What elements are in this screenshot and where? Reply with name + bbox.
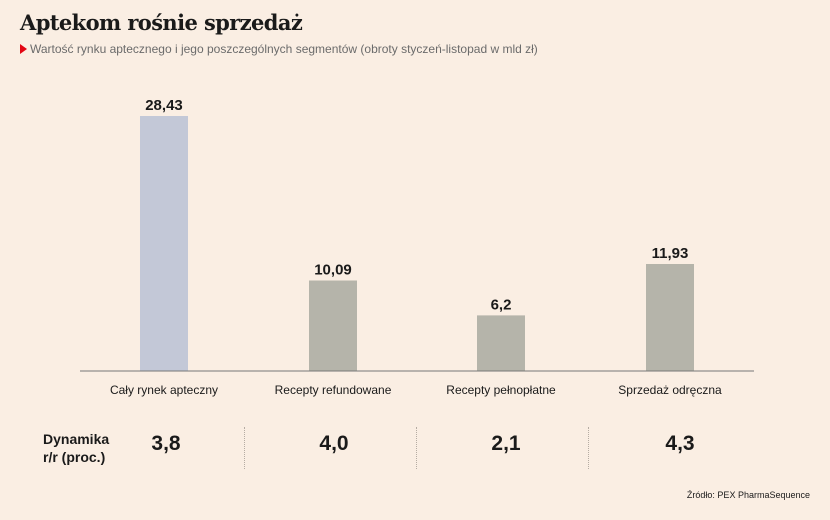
subtitle-text: Wartość rynku aptecznego i jego poszczeg… (30, 42, 538, 56)
dynamics-separator-3 (588, 427, 589, 469)
category-label-3: Recepty pełnopłatne (446, 383, 556, 397)
bar-1 (140, 116, 188, 371)
chart-subtitle: Wartość rynku aptecznego i jego poszczeg… (20, 42, 538, 56)
category-label-2: Recepty refundowane (275, 383, 392, 397)
source-note: Źródło: PEX PharmaSequence (686, 490, 810, 500)
dynamics-value-3: 2,1 (491, 432, 521, 455)
category-label-4: Sprzedaż odręczna (618, 383, 722, 397)
bar-4 (646, 263, 694, 371)
value-label-4: 11,93 (652, 245, 689, 262)
dynamics-value-4: 4,3 (665, 432, 695, 455)
value-label-3: 6,2 (491, 296, 512, 313)
dynamics-label: Dynamika r/r (proc.) (43, 431, 110, 465)
bar-chart: 28,43 Cały rynek apteczny 10,09 Recepty ref… (80, 97, 754, 397)
value-label-1: 28,43 (145, 97, 183, 114)
dynamics-separator-1 (244, 427, 245, 469)
bar-3 (477, 315, 525, 371)
chart-title: Aptekom rośnie sprzedaż (20, 10, 303, 35)
bars-group (140, 116, 694, 371)
value-label-2: 10,09 (314, 261, 352, 278)
labels-group: 28,43 Cały rynek apteczny 10,09 Recepty ref… (110, 97, 722, 397)
dynamics-value-1: 3,8 (151, 432, 181, 455)
dynamics-value-2: 4,0 (319, 432, 349, 455)
red-triangle-icon (20, 44, 27, 54)
dynamics-separator-2 (416, 427, 417, 469)
category-label-1: Cały rynek apteczny (110, 383, 218, 397)
bar-2 (309, 280, 357, 371)
